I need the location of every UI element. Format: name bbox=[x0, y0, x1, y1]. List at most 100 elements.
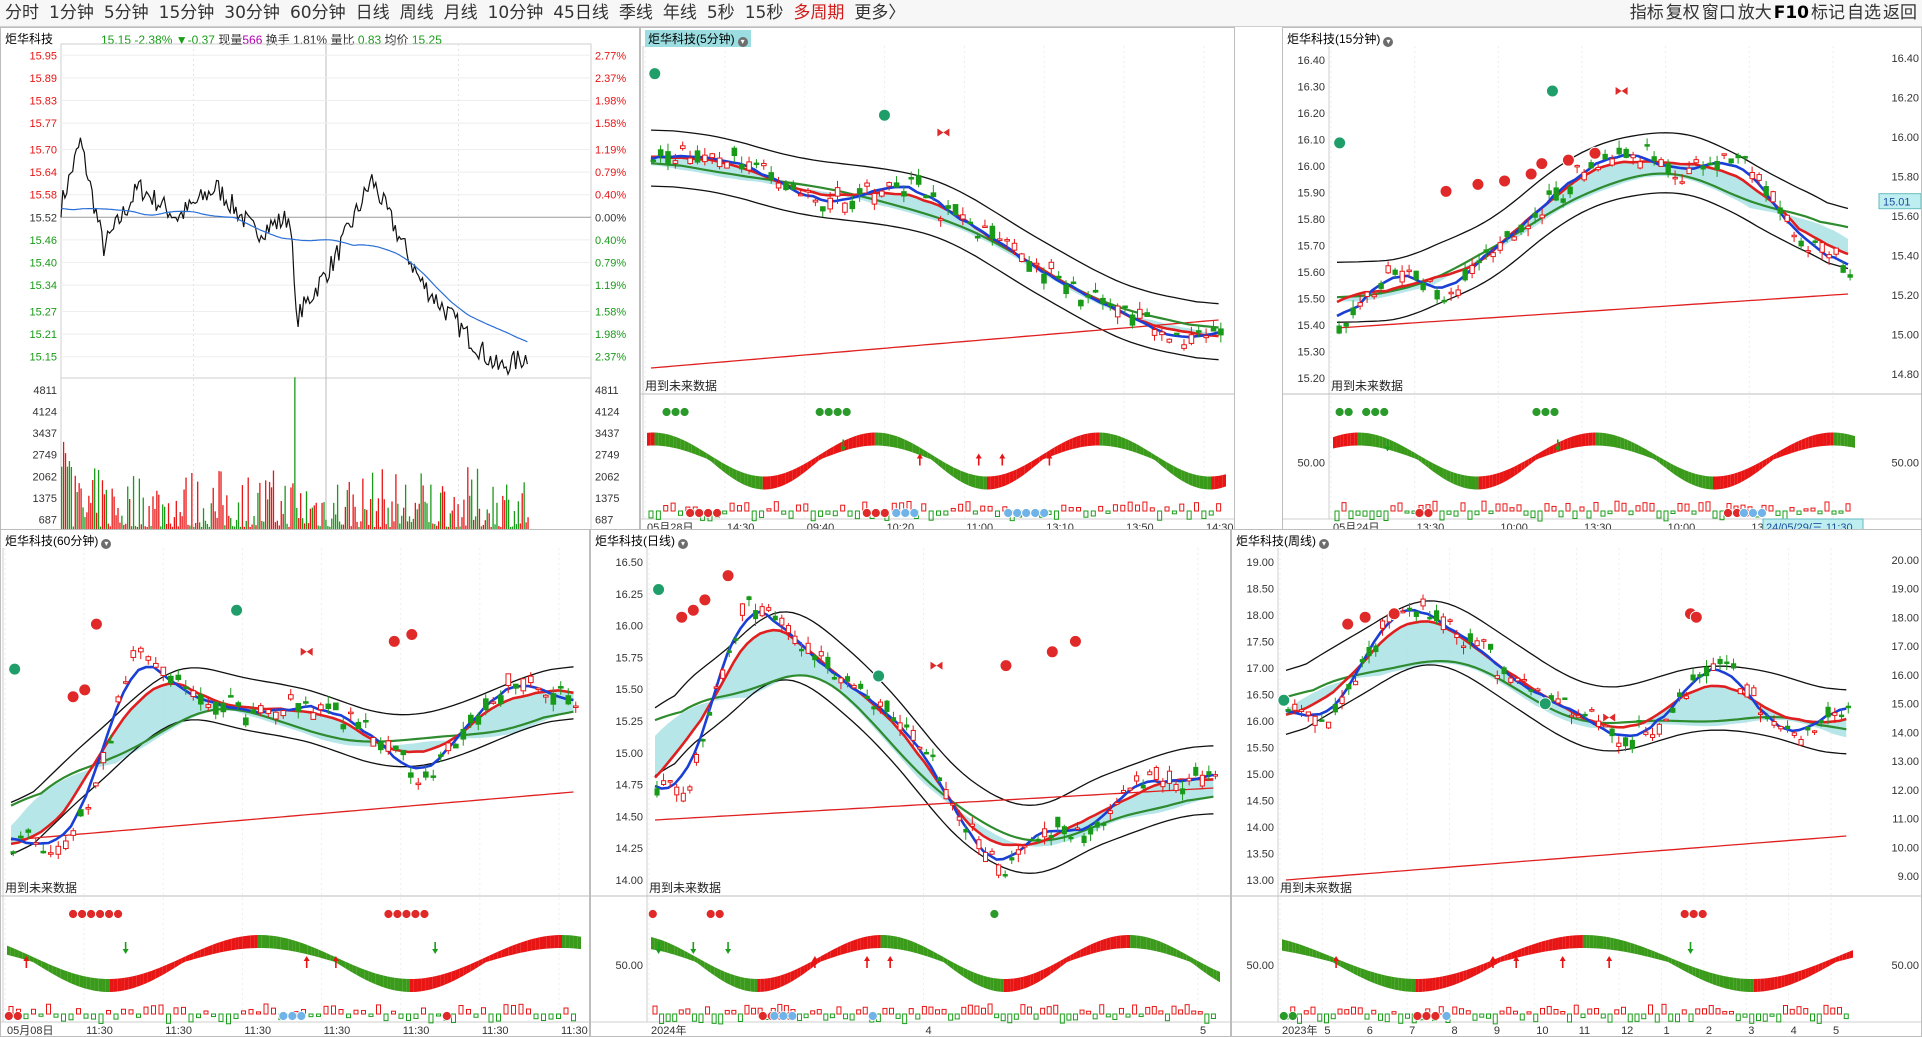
candle bbox=[70, 830, 77, 836]
period-tab[interactable]: 月线 bbox=[443, 3, 478, 23]
panel-menu-icon[interactable]: ▾ bbox=[737, 37, 748, 47]
oscillator-segment bbox=[561, 935, 566, 949]
period-tab[interactable]: 45日线 bbox=[553, 3, 609, 23]
period-tab[interactable]: 10分钟 bbox=[487, 3, 544, 23]
oscillator-segment bbox=[1384, 975, 1388, 988]
histogram-bar bbox=[1098, 505, 1104, 512]
kline-panel-60min[interactable]: 炬华科技(60分钟) ▾ 用到未来数据 05月08日 11:30 11:30 11:30 1… bbox=[0, 529, 590, 1037]
histogram-bar bbox=[1587, 1008, 1593, 1015]
oscillator-segment bbox=[360, 968, 365, 980]
histogram-bar bbox=[1560, 1011, 1566, 1015]
volume-bar bbox=[197, 481, 199, 533]
candle bbox=[1026, 260, 1033, 272]
signal-dot-icon bbox=[989, 909, 1000, 919]
period-tab[interactable]: 60分钟 bbox=[289, 3, 346, 23]
period-tab[interactable]: 日线 bbox=[355, 3, 390, 23]
volume-bar bbox=[301, 518, 304, 533]
toolbar-menu-item[interactable]: 窗口 bbox=[1701, 3, 1736, 23]
candle bbox=[709, 153, 716, 159]
histogram-bar bbox=[1768, 505, 1774, 512]
panel-menu-icon[interactable]: ▾ bbox=[678, 539, 688, 549]
histogram-bar bbox=[248, 1008, 254, 1015]
period-tab[interactable]: 分时 bbox=[5, 3, 39, 23]
kline-panel-15min[interactable]: 炬华科技(15分钟) ▾ 用到未来数据 16.40 16.30 16.20 16.10 16… bbox=[1282, 27, 1922, 534]
sell-signal-icon bbox=[1439, 184, 1453, 198]
oscillator-segment bbox=[863, 936, 868, 950]
histogram-bar bbox=[1712, 510, 1718, 519]
histogram-bar bbox=[1775, 510, 1781, 516]
period-tab[interactable]: 多周期 bbox=[793, 3, 845, 23]
candle bbox=[1569, 714, 1575, 718]
candle bbox=[1488, 643, 1494, 650]
panel-title-day[interactable]: 炬华科技(日线) ▾ bbox=[595, 532, 688, 549]
toolbar-menu-item[interactable]: 返回 bbox=[1883, 3, 1917, 23]
histogram-bar bbox=[1642, 502, 1648, 512]
kline-chart-15min[interactable]: 用到未来数据16.4016.3016.2016.1016.0015.9015.8… bbox=[1283, 28, 1922, 534]
ma-line-blue bbox=[10, 665, 574, 845]
oscillator-segment bbox=[1736, 978, 1741, 992]
intraday-chart[interactable]: 15.95 2.77%15.89 2.37%15.83 1.98%15.77 1.58%… bbox=[1, 28, 640, 534]
candle bbox=[1061, 826, 1067, 835]
oscillator-segment bbox=[1844, 433, 1848, 447]
toolbar-menu-item[interactable]: 自选 bbox=[1847, 3, 1881, 23]
histogram-bar bbox=[1691, 510, 1697, 515]
period-tab[interactable]: 1分钟 bbox=[49, 3, 94, 23]
period-tab[interactable]: 周线 bbox=[399, 3, 434, 23]
signal-dot-icon bbox=[712, 508, 723, 518]
histogram-bar bbox=[196, 1013, 201, 1019]
oscillator-segment bbox=[1140, 446, 1144, 456]
oscillator-segment bbox=[1497, 956, 1501, 964]
candle bbox=[123, 681, 129, 684]
panel-title-5min[interactable]: 炬华科技(5分钟) ▾ bbox=[645, 30, 751, 47]
period-tab[interactable]: 5分钟 bbox=[103, 3, 149, 23]
oscillator-segment bbox=[1652, 453, 1657, 461]
oscillator-segment bbox=[1155, 455, 1159, 464]
kline-panel-day[interactable]: 炬华科技(日线) ▾ 用到未来数据 16.50 16.25 16.00 15.75 15.5… bbox=[590, 529, 1231, 1037]
toolbar-menu-item[interactable]: 标记 bbox=[1811, 3, 1845, 23]
panel-title-week[interactable]: 炬华科技(周线) ▾ bbox=[1236, 532, 1329, 549]
candle bbox=[1378, 282, 1384, 289]
panel-menu-icon[interactable]: ▾ bbox=[1383, 37, 1394, 47]
panel-title-60min[interactable]: 炬华科技(60分钟) ▾ bbox=[5, 532, 112, 549]
oscillator-segment bbox=[1173, 466, 1178, 478]
period-tab[interactable]: 更多〉 bbox=[854, 3, 906, 23]
toolbar-menu-item[interactable]: 复权 bbox=[1665, 3, 1700, 23]
candle bbox=[1434, 290, 1440, 300]
candle bbox=[687, 786, 693, 791]
oscillator-segment bbox=[757, 978, 761, 992]
panel-menu-icon[interactable]: ▾ bbox=[1319, 539, 1329, 549]
oscillator-segment bbox=[803, 462, 808, 473]
oscillator-segment bbox=[811, 457, 816, 467]
oscillator-segment bbox=[1692, 966, 1696, 977]
toolbar-menu-item[interactable]: 放大 bbox=[1737, 3, 1772, 23]
histogram-bar bbox=[271, 1007, 276, 1015]
candle bbox=[1166, 770, 1173, 784]
toolbar-menu-item[interactable]: 指标 bbox=[1629, 3, 1664, 23]
candle bbox=[153, 662, 159, 668]
period-tab[interactable]: 季线 bbox=[618, 3, 653, 23]
oscillator-segment bbox=[1100, 939, 1104, 952]
oscillator-segment bbox=[288, 938, 293, 952]
kline-panel-week[interactable]: 炬华科技(周线) ▾ 用到未来数据 19.00 18.50 18.00 17.50 17.0… bbox=[1231, 529, 1922, 1037]
kline-chart-week[interactable]: 用到未来数据19.0018.5018.0017.5017.0016.5016.0… bbox=[1232, 530, 1922, 1037]
intraday-panel[interactable]: 炬华科技 15.15 -2.38% ▼-0.37 现量566 换手 1.81% … bbox=[0, 27, 640, 534]
toolbar-menu-item[interactable]: F10 bbox=[1773, 3, 1809, 23]
price-tick-label: 15.89 bbox=[29, 73, 57, 85]
oscillator-segment bbox=[1829, 958, 1833, 966]
candle bbox=[687, 157, 693, 165]
period-tab[interactable]: 15分钟 bbox=[158, 3, 215, 23]
kline-panel-5min[interactable]: 炬华科技(5分钟) ▾ 用到未来数据 05月28日 14:30 09:40 10:20 11… bbox=[640, 27, 1235, 534]
period-tab[interactable]: 15秒 bbox=[744, 3, 784, 23]
period-tab[interactable]: 年线 bbox=[662, 3, 697, 23]
volume-bar bbox=[331, 518, 333, 533]
period-tab[interactable]: 5秒 bbox=[706, 3, 735, 23]
sell-signal-icon bbox=[1524, 167, 1538, 181]
panel-title-15min[interactable]: 炬华科技(15分钟) ▾ bbox=[1287, 30, 1394, 47]
panel-menu-icon[interactable]: ▾ bbox=[101, 539, 112, 549]
histogram-bar bbox=[488, 1013, 494, 1023]
kline-chart-day[interactable]: 用到未来数据16.5016.2516.0015.7515.5015.2515.0… bbox=[591, 530, 1231, 1037]
candle bbox=[1588, 162, 1594, 169]
period-tab[interactable]: 30分钟 bbox=[224, 3, 280, 23]
